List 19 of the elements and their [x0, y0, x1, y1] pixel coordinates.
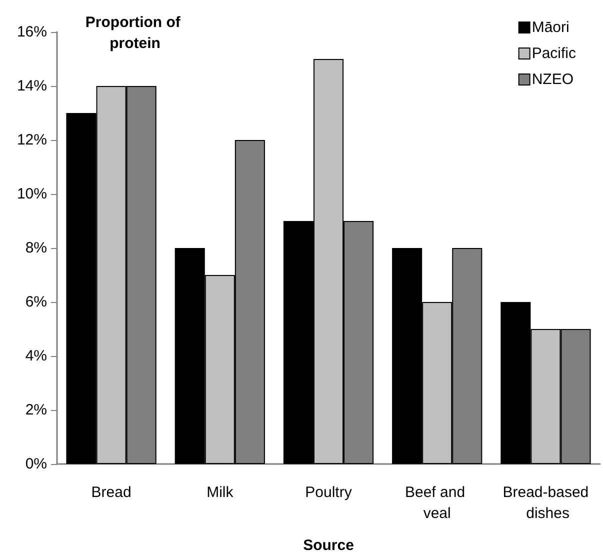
x-tick-label: Beef and veal [404, 484, 470, 522]
y-tick-label: 0% [25, 456, 47, 472]
y-tick-label: 4% [25, 348, 47, 364]
y-tick-label: 8% [25, 240, 47, 256]
legend-label: Pacific [532, 45, 576, 62]
y-tick-label: 14% [16, 78, 47, 94]
y-tick-label: 16% [16, 24, 47, 40]
y-axis-title: Proportion of protein [85, 14, 185, 52]
x-tick-label: Bread [91, 484, 132, 501]
legend-label: NZEO [532, 71, 574, 88]
y-tick-label: 12% [16, 132, 47, 148]
y-tick-label: 6% [25, 294, 47, 310]
x-axis-title: Source [303, 537, 354, 554]
y-tick-label: 10% [16, 186, 47, 202]
x-tick-label: Poultry [305, 484, 352, 501]
x-tick-label: Milk [206, 484, 234, 501]
legend-label: Māori [532, 19, 570, 36]
y-tick-label: 2% [25, 402, 47, 418]
x-tick-label: Bread-based dishes [502, 484, 589, 522]
